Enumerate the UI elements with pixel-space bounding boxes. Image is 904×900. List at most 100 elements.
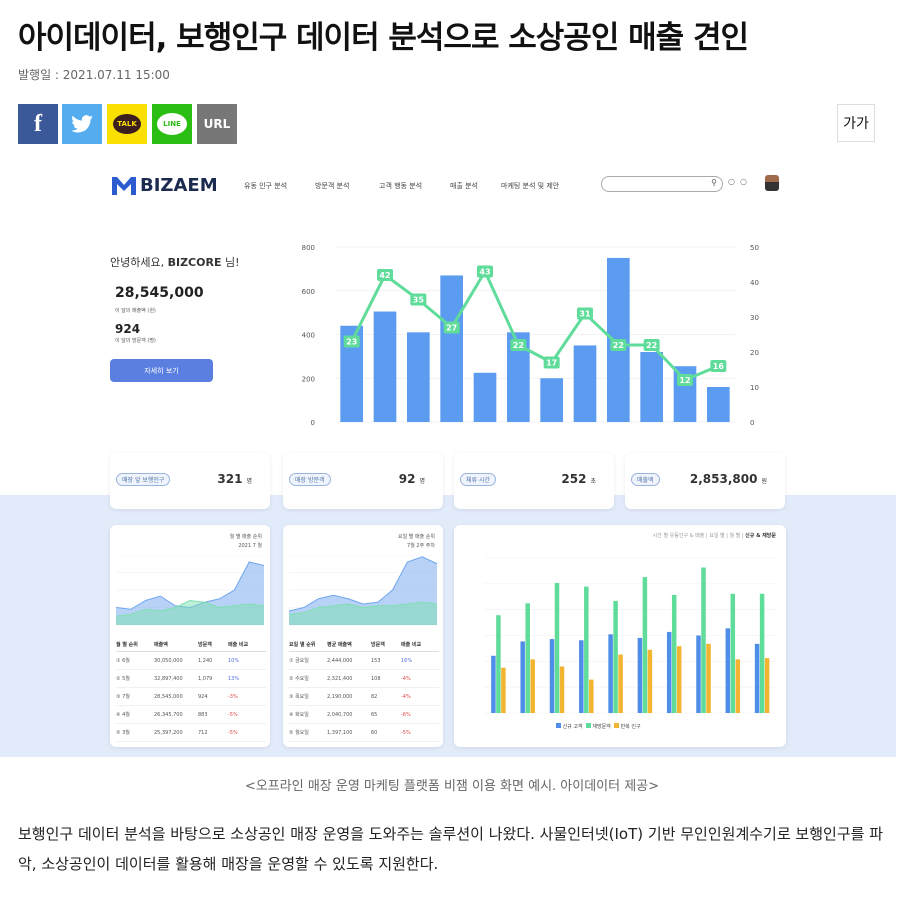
nav-item-1[interactable]: 유동 인구 분석 xyxy=(244,182,288,190)
tab-new-returning[interactable]: 신규 & 재방문 xyxy=(745,533,776,539)
monthly-ranking-panel: 월 별 매출 순위 2021 7 월 월 별 순위 매출액 방문객 매출 비교 ① 6월… xyxy=(110,525,270,747)
bar xyxy=(640,352,663,422)
legend-repeat: 반복 인구 xyxy=(620,724,641,730)
line-share-button[interactable]: LINE xyxy=(152,104,192,144)
bar-2 xyxy=(584,586,589,713)
bar-2 xyxy=(730,593,736,713)
month-visitors-label: 이 달의 방문객 (명) xyxy=(115,338,156,344)
nav-item-5[interactable]: 마케팅 분석 및 제안 xyxy=(501,182,560,190)
y-tick-label: 800 xyxy=(302,244,315,252)
month-sales-label: 이 달의 매출액 (원) xyxy=(115,308,156,314)
kakao-share-button[interactable]: TALK xyxy=(107,104,147,144)
table-cell: -3% xyxy=(228,693,238,700)
bar-1 xyxy=(491,655,496,713)
notification-icon[interactable]: ○ xyxy=(728,177,735,186)
table-header-cell: 평균 매출액 xyxy=(327,641,352,648)
nav-item-4[interactable]: 매출 분석 xyxy=(450,182,478,190)
facebook-share-button[interactable]: f xyxy=(18,104,58,144)
bar-1 xyxy=(579,640,584,713)
table-row: ④ 4월 26,345,700 883 -5% xyxy=(116,706,266,724)
monthly-area-chart xyxy=(116,555,265,626)
dashboard-search-input[interactable]: ⚲ xyxy=(601,176,723,192)
nav-item-2[interactable]: 방문객 분석 xyxy=(315,182,350,190)
area-line xyxy=(289,601,438,615)
point-marker xyxy=(410,293,427,306)
tab-monthly[interactable]: 월 별 xyxy=(729,533,741,539)
table-cell: ④ 화요일 xyxy=(289,712,309,718)
tab-hourly[interactable]: 시간 별 유동인구 & 매출 xyxy=(652,533,705,539)
area-line xyxy=(116,599,265,617)
nav-item-3[interactable]: 고객 행동 분석 xyxy=(379,182,423,190)
stat-value-2: 92 명 xyxy=(398,472,425,486)
twitter-share-button[interactable] xyxy=(62,104,102,144)
bar-3 xyxy=(676,646,682,713)
search-icon: ⚲ xyxy=(711,178,717,187)
table-header-cell: 매출 비교 xyxy=(228,641,249,648)
table-row: ⑤ 3월 25,397,200 712 -5% xyxy=(116,724,266,742)
data-label: 17 xyxy=(546,359,557,368)
y-tick-label: 0 xyxy=(311,419,315,427)
url-copy-button[interactable]: URL xyxy=(197,104,237,144)
line-series xyxy=(350,268,719,382)
table-cell: 2,190,000 xyxy=(327,693,353,700)
table-cell: 108 xyxy=(371,675,381,682)
table-cell: 1,240 xyxy=(198,657,213,664)
table-cell: -5% xyxy=(228,729,238,736)
bar-3 xyxy=(647,649,653,713)
table-row: ③ 목요일 2,190,000 82 -4% xyxy=(289,688,439,706)
table-header-row: 요일 별 순위 평균 매출액 방문객 매출 비교 xyxy=(289,637,439,652)
table-cell: 1,079 xyxy=(198,675,213,682)
bizaem-logo-icon xyxy=(112,176,136,195)
facebook-icon: f xyxy=(34,110,42,137)
area-fill xyxy=(289,602,437,625)
data-label: 42 xyxy=(379,271,390,280)
y2-tick-label: 40 xyxy=(750,279,759,287)
table-row: ⑤ 월요일 1,397,100 60 -5% xyxy=(289,724,439,742)
bar-3 xyxy=(589,679,594,713)
table-cell: ④ 4월 xyxy=(116,712,130,718)
y-tick-label: 200 xyxy=(302,375,315,383)
bar-3 xyxy=(735,659,741,713)
twitter-bird-icon xyxy=(71,115,93,133)
table-header-cell: 방문객 xyxy=(371,641,385,648)
detail-button[interactable]: 자세히 보기 xyxy=(110,359,213,382)
font-size-button[interactable]: 가가 xyxy=(837,104,875,142)
tab-weekday[interactable]: 요일 별 xyxy=(709,533,725,539)
stat-value-1: 321 명 xyxy=(217,472,252,486)
table-cell: -6% xyxy=(401,711,411,718)
table-cell: 28,545,000 xyxy=(154,693,183,700)
point-marker xyxy=(643,339,660,351)
table-cell: 30,050,000 xyxy=(154,657,183,664)
bar-2 xyxy=(671,594,677,713)
stat-label-4: 매출액 xyxy=(631,473,660,486)
table-cell: 153 xyxy=(371,657,381,664)
bar-2 xyxy=(554,583,560,713)
table-cell: 32,897,400 xyxy=(154,675,183,682)
monthly-ranking-table: 월 별 순위 매출액 방문객 매출 비교 ① 6월 30,050,000 1,240 10% ②… xyxy=(116,637,266,742)
stat-card-2: 매장 방문객 92 명 xyxy=(283,453,443,509)
table-header-cell: 월 별 순위 xyxy=(116,641,138,648)
visitor-group-bar-chart xyxy=(484,557,777,714)
font-size-icon: 가가 xyxy=(843,116,869,132)
bar-1 xyxy=(520,641,525,713)
y2-tick-label: 50 xyxy=(750,244,759,252)
table-cell: 10% xyxy=(228,657,240,664)
user-avatar[interactable] xyxy=(765,175,779,191)
data-label: 27 xyxy=(446,324,457,333)
table-row: ③ 7월 28,545,000 924 -3% xyxy=(116,688,266,706)
table-header-row: 월 별 순위 매출액 방문객 매출 비교 xyxy=(116,637,266,652)
bar-2 xyxy=(613,600,618,713)
bar-2 xyxy=(525,603,530,713)
settings-icon[interactable]: ○ xyxy=(740,177,747,186)
table-cell: ① 금요일 xyxy=(289,658,309,664)
table-cell: -5% xyxy=(228,711,238,718)
table-cell: 883 xyxy=(198,711,208,718)
bar-1 xyxy=(608,634,613,713)
dashboard-screenshot: BIZAEM 유동 인구 분석 방문객 분석 고객 행동 분석 매출 분석 마케… xyxy=(0,157,896,757)
visitor-type-panel: 시간 별 유동인구 & 매출 | 요일 별 | 월 별 | 신규 & 재방문 신… xyxy=(454,525,786,747)
table-cell: 2,444,000 xyxy=(327,657,353,664)
month-sales-value: 28,545,000 xyxy=(115,285,204,301)
table-row: ① 6월 30,050,000 1,240 10% xyxy=(116,652,266,670)
stat-label-1: 매장 앞 보행인구 xyxy=(116,473,171,486)
table-header-cell: 매출액 xyxy=(154,641,168,648)
